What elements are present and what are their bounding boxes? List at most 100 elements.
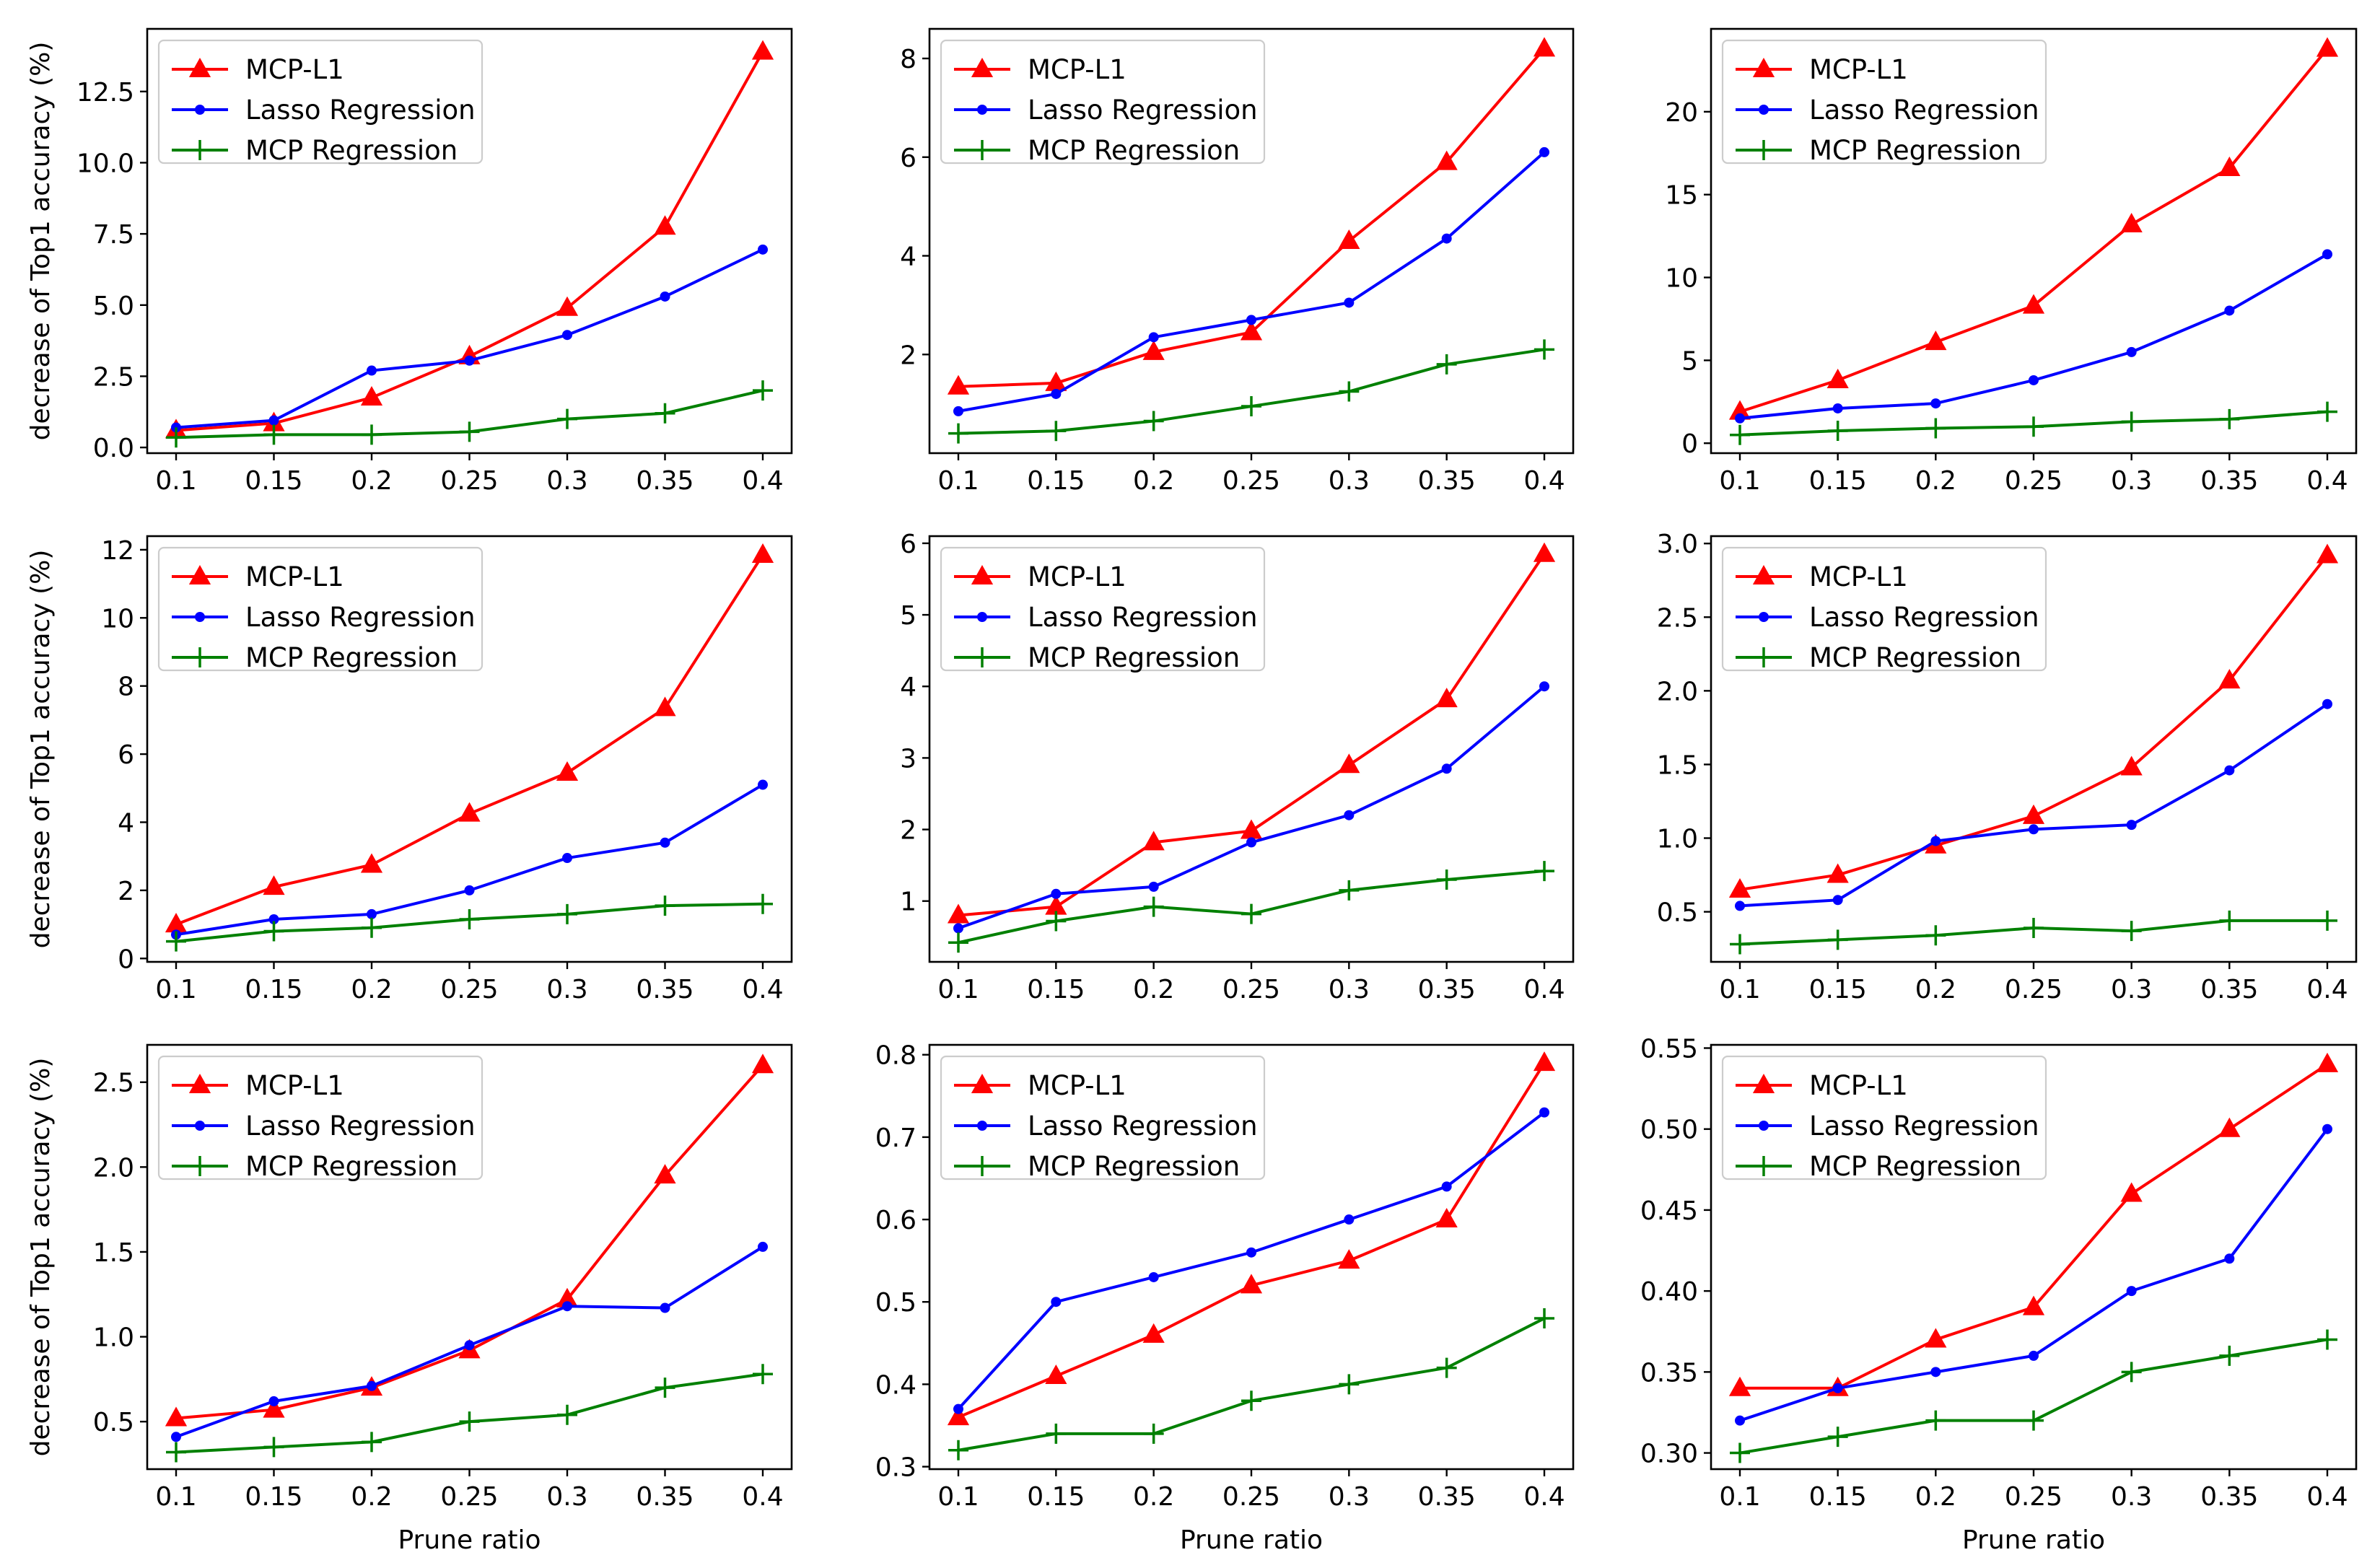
data-point bbox=[655, 895, 675, 916]
data-point bbox=[2316, 1052, 2339, 1072]
x-tick-label: 0.4 bbox=[1523, 975, 1565, 1004]
data-point bbox=[2121, 1362, 2142, 1383]
data-point bbox=[1735, 413, 1745, 424]
data-point bbox=[562, 1301, 572, 1312]
y-tick-label: 10 bbox=[1665, 264, 1698, 294]
data-point bbox=[2218, 156, 2241, 176]
data-point bbox=[655, 1378, 675, 1398]
data-point bbox=[2120, 213, 2143, 233]
data-point bbox=[753, 893, 773, 914]
data-point bbox=[2120, 755, 2143, 776]
y-tick-label: 10.0 bbox=[76, 149, 134, 178]
x-axis-label: Prune ratio bbox=[1962, 1525, 2105, 1555]
x-tick-label: 0.35 bbox=[636, 975, 694, 1004]
legend-frame bbox=[157, 546, 484, 672]
x-tick-label: 0.25 bbox=[1222, 975, 1280, 1004]
data-point bbox=[1534, 339, 1554, 360]
data-point bbox=[1930, 836, 1941, 846]
legend-frame bbox=[157, 1055, 484, 1181]
data-point bbox=[654, 1164, 676, 1184]
y-tick-label: 0.45 bbox=[1640, 1196, 1698, 1226]
series-lasso-regression bbox=[1735, 1124, 2332, 1426]
y-tick-label: 2.5 bbox=[93, 362, 134, 392]
data-point bbox=[2022, 294, 2045, 314]
legend-label: MCP-L1 bbox=[245, 54, 344, 85]
y-tick-label: 8 bbox=[118, 673, 134, 702]
data-point bbox=[758, 1241, 768, 1252]
y-tick-label: 2 bbox=[118, 877, 134, 906]
legend-swatch-marker bbox=[977, 612, 987, 622]
data-point bbox=[1534, 1308, 1554, 1329]
legend-frame bbox=[157, 39, 484, 165]
legend-swatch-marker bbox=[972, 140, 992, 160]
x-tick-label: 0.35 bbox=[1418, 1482, 1476, 1512]
legend-swatch-marker bbox=[972, 1156, 992, 1176]
legend-label: Lasso Regression bbox=[1809, 602, 2039, 633]
y-tick-label: 5.0 bbox=[93, 292, 134, 321]
y-tick-label: 2 bbox=[900, 341, 916, 370]
series-mcp-l1 bbox=[1728, 543, 2339, 898]
data-point bbox=[1142, 1323, 1165, 1343]
data-point bbox=[1827, 1427, 1848, 1447]
legend-label: Lasso Regression bbox=[1028, 1111, 1258, 1142]
x-tick-label: 0.3 bbox=[1329, 1482, 1370, 1512]
y-tick-label: 6 bbox=[900, 530, 916, 559]
y-tick-label: 0.55 bbox=[1640, 1034, 1698, 1064]
y-tick-label: 10 bbox=[101, 604, 134, 634]
chart-panel-4: 0.1 0.15 0.2 0.25 0.3 0.35 0.4 0 2 4 6 8 10 12 decreas… bbox=[26, 535, 793, 1004]
data-point bbox=[2126, 346, 2137, 357]
data-point bbox=[2219, 1345, 2240, 1366]
x-tick-label: 0.3 bbox=[546, 1482, 587, 1512]
series-mcp-regression bbox=[1730, 1329, 2337, 1463]
data-point bbox=[1142, 340, 1165, 360]
chart-panel-7: 0.1 0.15 0.2 0.25 0.3 0.35 0.4 0.5 1.0 1.5 2.0 2.5 d… bbox=[26, 1043, 793, 1555]
y-tick-label: 15 bbox=[1665, 181, 1698, 211]
series-line bbox=[958, 151, 1546, 413]
data-point bbox=[556, 296, 579, 316]
x-tick-label: 0.35 bbox=[1418, 466, 1476, 496]
y-axis-label: decrease of Top1 accuracy (%) bbox=[26, 1058, 56, 1457]
x-tick-label: 0.2 bbox=[1915, 466, 1956, 496]
x-tick-label: 0.1 bbox=[155, 466, 196, 496]
data-point bbox=[948, 1440, 968, 1460]
data-point bbox=[2322, 1124, 2332, 1134]
y-tick-label: 2.5 bbox=[93, 1069, 134, 1098]
legend-frame bbox=[1721, 546, 2047, 672]
x-tick-label: 0.2 bbox=[351, 466, 392, 496]
legend-frame bbox=[940, 546, 1266, 672]
y-tick-label: 1.5 bbox=[1657, 750, 1698, 780]
series-mcp-l1 bbox=[165, 543, 774, 933]
data-point bbox=[2126, 1286, 2137, 1297]
legend-label: MCP-L1 bbox=[1809, 54, 1908, 85]
legend-swatch-marker bbox=[1752, 1073, 1775, 1093]
data-point bbox=[1240, 1274, 1263, 1294]
data-point bbox=[2317, 910, 2337, 931]
x-tick-label: 0.4 bbox=[2306, 466, 2348, 496]
legend: MCP-L1 Lasso Regression MCP Regression bbox=[157, 39, 484, 166]
data-point bbox=[2316, 37, 2339, 57]
y-tick-label: 0.0 bbox=[93, 434, 134, 463]
legend-frame bbox=[940, 39, 1266, 165]
series-lasso-regression bbox=[171, 244, 768, 433]
x-tick-label: 0.25 bbox=[2005, 466, 2062, 496]
x-axis-label: Prune ratio bbox=[398, 1525, 541, 1555]
data-point bbox=[458, 802, 481, 822]
legend-label: Lasso Regression bbox=[1028, 602, 1258, 633]
data-point bbox=[1441, 763, 1452, 774]
data-point bbox=[1338, 1249, 1360, 1269]
series-lasso-regression bbox=[171, 779, 768, 940]
legend: MCP-L1 Lasso Regression MCP Regression bbox=[1721, 1055, 2047, 1182]
y-axis-label: decrease of Top1 accuracy (%) bbox=[26, 42, 56, 441]
data-point bbox=[1051, 388, 1062, 399]
legend-label: MCP Regression bbox=[1809, 642, 2021, 673]
y-tick-label: 0.5 bbox=[93, 1408, 134, 1437]
series-line bbox=[175, 248, 764, 429]
legend-frame bbox=[1721, 1055, 2047, 1181]
data-point bbox=[557, 1404, 577, 1425]
data-point bbox=[1539, 681, 1549, 692]
data-point bbox=[1241, 1390, 1261, 1411]
x-tick-label: 0.2 bbox=[1915, 1482, 1956, 1512]
data-point bbox=[367, 1380, 377, 1391]
data-point bbox=[1143, 1423, 1164, 1444]
data-point bbox=[947, 375, 970, 395]
